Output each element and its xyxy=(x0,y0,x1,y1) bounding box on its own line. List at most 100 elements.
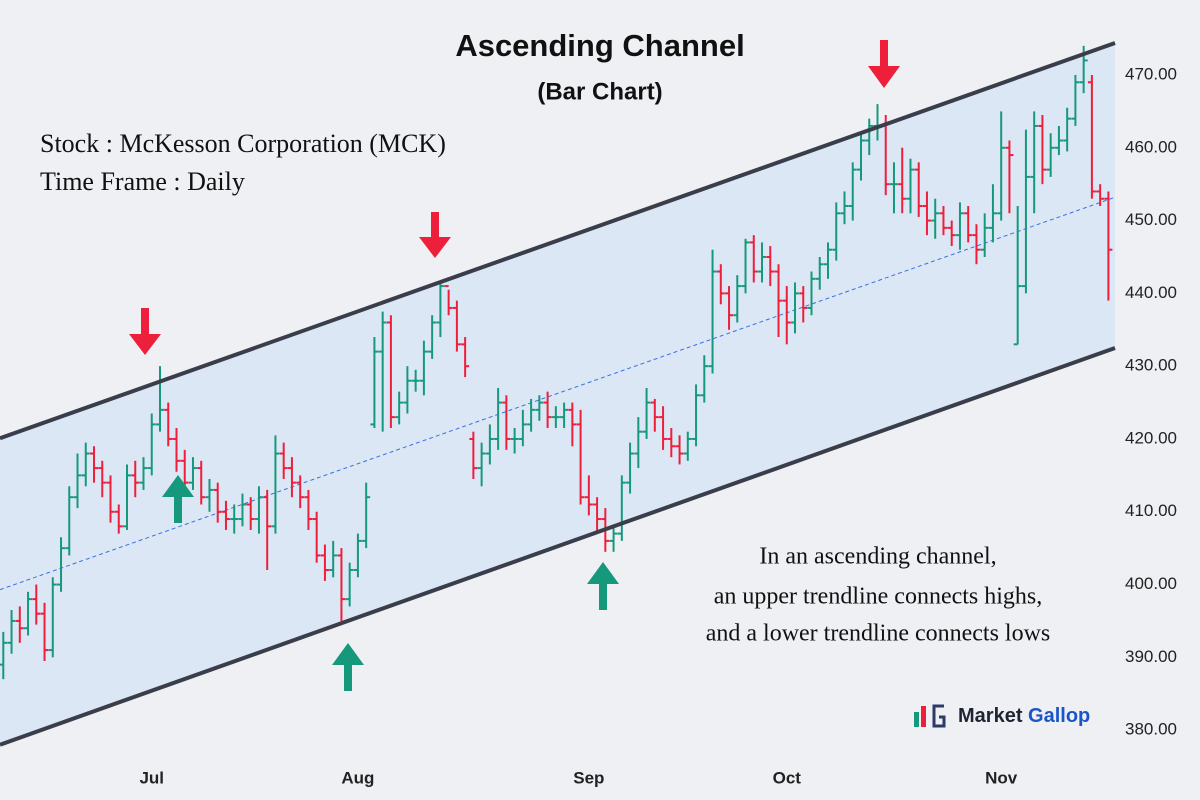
up-arrow xyxy=(174,495,182,523)
ohlc-bar xyxy=(988,184,997,243)
ohlc-bar xyxy=(155,366,164,432)
x-tick-label: Sep xyxy=(573,768,604,787)
ohlc-bar xyxy=(139,457,148,490)
ohlc-bar xyxy=(848,162,857,221)
up-arrow xyxy=(162,475,194,497)
ohlc-bar xyxy=(502,395,511,450)
ohlc-bar xyxy=(551,406,560,429)
ohlc-bar xyxy=(419,340,428,396)
ohlc-bar xyxy=(782,286,791,345)
ohlc-bar xyxy=(370,337,379,429)
ohlc-bar xyxy=(1030,111,1039,214)
ohlc-bar xyxy=(626,442,635,494)
down-arrow xyxy=(419,237,451,258)
y-tick-label: 470.00 xyxy=(1125,64,1177,83)
ohlc-bar xyxy=(485,424,494,465)
up-arrow xyxy=(587,562,619,584)
ohlc-bar xyxy=(452,300,461,352)
ohlc-bar xyxy=(716,264,725,305)
ohlc-bar xyxy=(1096,184,1105,207)
ohlc-bar xyxy=(1054,125,1063,156)
ohlc-bar xyxy=(213,482,222,523)
chart-title: Ascending Channel xyxy=(455,28,744,63)
ohlc-bar xyxy=(205,479,214,512)
ohlc-bar xyxy=(1063,107,1072,152)
ohlc-bar xyxy=(469,431,478,480)
ohlc-bar xyxy=(353,533,362,578)
ohlc-bar xyxy=(1046,133,1055,177)
up-arrow xyxy=(332,643,364,665)
plot-area xyxy=(0,41,1116,747)
ohlc-bar xyxy=(197,460,206,505)
ohlc-bar xyxy=(955,202,964,250)
ohlc-bar xyxy=(650,398,659,432)
ohlc-bar xyxy=(230,504,239,534)
ohlc-bar xyxy=(906,158,915,214)
ohlc-bar xyxy=(98,460,107,498)
down-arrow xyxy=(129,334,161,355)
ohlc-bar xyxy=(428,315,437,359)
ohlc-bar xyxy=(856,133,865,181)
down-arrow xyxy=(141,308,149,336)
ohlc-bar xyxy=(568,402,577,447)
ohlc-bar xyxy=(461,337,470,378)
ohlc-bar xyxy=(1071,74,1080,126)
ohlc-bar xyxy=(799,286,808,323)
annotation: Time Frame : Daily xyxy=(40,167,245,196)
ohlc-bar xyxy=(840,191,849,225)
logo-icon xyxy=(932,704,946,728)
note: In an ascending channel, xyxy=(759,544,996,570)
ohlc-bar xyxy=(725,286,734,330)
ohlc-bar xyxy=(535,395,544,421)
ohlc-bar xyxy=(436,282,445,338)
x-tick-label: Jul xyxy=(139,768,164,787)
channel-midline xyxy=(0,196,1116,591)
ohlc-bar xyxy=(832,202,841,261)
ohlc-bar xyxy=(898,147,907,214)
ohlc-bar xyxy=(131,460,140,498)
down-arrow xyxy=(431,212,439,239)
ohlc-bar xyxy=(749,235,758,283)
ohlc-bar xyxy=(807,271,816,316)
ohlc-bar xyxy=(889,162,898,214)
logo-icon xyxy=(914,712,919,727)
ohlc-bar xyxy=(73,453,82,509)
ohlc-bar xyxy=(931,198,940,239)
ohlc-bar xyxy=(81,442,90,487)
channel-upper xyxy=(0,41,1116,441)
ohlc-bar xyxy=(997,111,1006,221)
ohlc-bar xyxy=(395,391,404,425)
ohlc-bar xyxy=(543,391,552,429)
x-tick-label: Nov xyxy=(985,768,1018,787)
ohlc-bar xyxy=(972,224,981,265)
ohlc-bar xyxy=(634,417,643,469)
ohlc-bar xyxy=(48,577,57,658)
ohlc-bar xyxy=(741,238,750,294)
ohlc-bar xyxy=(411,369,420,392)
y-tick-label: 380.00 xyxy=(1125,720,1177,739)
ohlc-bar xyxy=(1021,129,1030,294)
logo-word: Gallop xyxy=(1028,705,1090,727)
logo-word: Market xyxy=(958,705,1023,727)
ohlc-bar xyxy=(824,242,833,279)
ohlc-bar xyxy=(304,489,313,530)
ohlc-bar xyxy=(386,315,395,429)
ohlc-bar xyxy=(444,285,453,316)
ohlc-bar xyxy=(477,442,486,487)
ohlc-bar xyxy=(791,282,800,334)
ohlc-bar xyxy=(32,584,41,625)
ohlc-bar xyxy=(1038,115,1047,185)
ohlc-bar xyxy=(1005,140,1014,214)
ohlc-bar xyxy=(7,610,16,654)
y-tick-label: 400.00 xyxy=(1125,574,1177,593)
ohlc-bar xyxy=(518,409,527,447)
ohlc-bar xyxy=(15,606,24,643)
y-tick-label: 430.00 xyxy=(1125,356,1177,375)
ohlc-bar xyxy=(964,206,973,243)
ohlc-bar xyxy=(980,213,989,257)
logo-icon xyxy=(921,706,926,727)
ohlc-bar xyxy=(865,118,874,156)
ohlc-bar xyxy=(708,249,717,374)
y-tick-label: 440.00 xyxy=(1125,283,1177,302)
ohlc-bar xyxy=(24,591,33,636)
